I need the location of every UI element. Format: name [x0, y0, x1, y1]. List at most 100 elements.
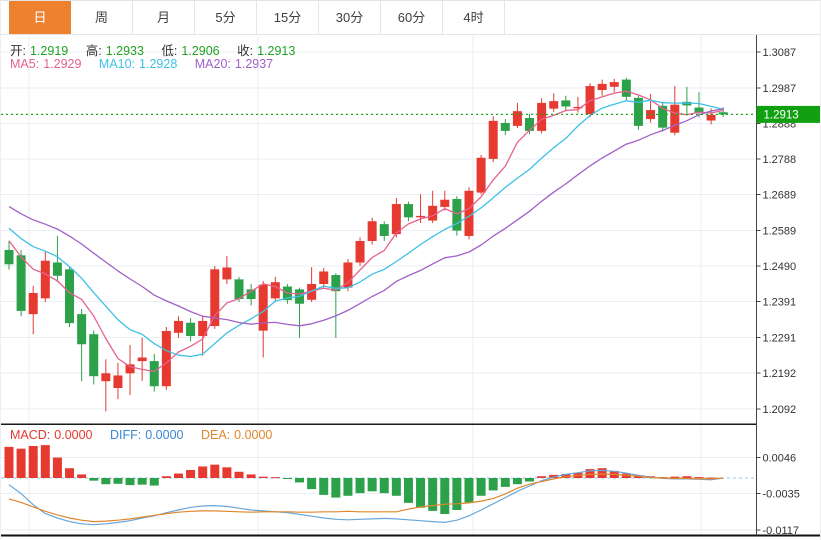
macd-bar: [549, 474, 559, 478]
macd-bar: [4, 446, 14, 478]
candle: [52, 262, 62, 276]
ma20-label: MA20:: [194, 57, 231, 71]
macd-bar: [77, 474, 87, 478]
candle: [343, 262, 353, 288]
macd-bar: [440, 478, 450, 514]
ma10-label: MA10:: [98, 57, 136, 71]
candle: [258, 284, 268, 331]
candle: [694, 107, 704, 113]
axis-tick-label: 1.2192: [763, 368, 797, 380]
candle: [331, 275, 341, 292]
macd-bar: [40, 445, 50, 478]
candle: [537, 102, 547, 131]
candle: [379, 224, 389, 236]
tab-week[interactable]: 周: [71, 1, 133, 34]
candle: [137, 357, 147, 362]
ma10-value: 1.2928: [139, 57, 178, 71]
candle: [549, 101, 559, 109]
close-value: 1.2913: [257, 44, 296, 58]
macd-bar: [319, 478, 329, 495]
candle: [416, 215, 426, 218]
diff-line: [8, 469, 724, 526]
candle: [89, 334, 99, 377]
candle: [246, 289, 256, 300]
candle: [670, 104, 680, 133]
macd-bar: [488, 478, 498, 491]
candle: [706, 114, 716, 121]
axis-tick-label: 1.2888: [763, 118, 797, 130]
axis-tick-label: 1.2987: [763, 83, 797, 95]
macd-bar: [16, 448, 26, 478]
macd-bar: [65, 468, 75, 478]
macd-bar: [222, 467, 232, 478]
macd-bar: [186, 470, 196, 478]
candle: [125, 364, 135, 374]
macd-bar: [537, 476, 547, 478]
open-label: 开:: [10, 44, 26, 58]
macd-bar: [391, 478, 401, 496]
tab-30min[interactable]: 30分: [319, 1, 381, 34]
macd-bar: [113, 478, 123, 484]
macd-bar: [670, 476, 680, 478]
tab-5min[interactable]: 5分: [195, 1, 257, 34]
ma5-line: [8, 90, 724, 373]
macd-label: MACD:: [10, 428, 51, 442]
candle: [633, 97, 643, 126]
axis-tick-label: 0.0046: [763, 453, 797, 465]
axis-tick-label: 1.2490: [763, 261, 797, 273]
open-value: 1.2919: [29, 44, 69, 58]
macd-bar: [234, 471, 244, 478]
macd-bar: [416, 478, 426, 508]
tab-4hour[interactable]: 4时: [443, 1, 505, 34]
tab-15min[interactable]: 15分: [257, 1, 319, 34]
candle: [391, 204, 401, 235]
candle: [65, 269, 75, 324]
diff-label: DIFF:: [110, 428, 142, 442]
macd-bar: [464, 478, 474, 503]
axis-tick-label: 1.2391: [763, 297, 797, 309]
candle: [28, 292, 38, 315]
candle: [621, 79, 631, 97]
candle: [718, 112, 728, 115]
axis-tick-label: 1.3087: [763, 47, 797, 59]
candle: [500, 123, 510, 131]
low-value: 1.2906: [181, 44, 220, 58]
macd-bar: [525, 478, 535, 482]
macd-bar: [258, 476, 268, 478]
axis-tick-label: 1.2291: [763, 332, 797, 344]
candle: [149, 361, 159, 387]
high-value: 1.2933: [105, 44, 144, 58]
macd-bar: [101, 478, 111, 485]
macd-bar: [295, 478, 305, 483]
macd-bar: [379, 478, 389, 494]
candle: [355, 240, 365, 263]
candle: [476, 157, 486, 193]
tab-day[interactable]: 日: [9, 1, 71, 34]
candle: [403, 204, 413, 218]
candle: [464, 190, 474, 236]
macd-bar: [331, 478, 341, 498]
candle: [101, 373, 111, 382]
tab-month[interactable]: 月: [133, 1, 195, 34]
axis-tick-label: 1.2092: [763, 404, 797, 416]
macd-bar: [682, 476, 692, 478]
ma-legend: MA5: 1.2929 MA10: 1.2928 MA20: 1.2937: [10, 57, 277, 71]
candle: [440, 199, 450, 207]
macd-bar: [173, 473, 183, 478]
candle: [4, 249, 14, 265]
candle: [561, 100, 571, 107]
macd-bar: [561, 474, 571, 478]
candle: [525, 117, 535, 131]
candle: [222, 267, 232, 280]
macd-bar: [343, 478, 353, 496]
candle: [319, 271, 329, 285]
high-label: 高:: [85, 44, 102, 58]
candle: [367, 221, 377, 241]
macd-bar: [161, 476, 171, 478]
tab-60min[interactable]: 60分: [381, 1, 443, 34]
macd-bar: [125, 478, 135, 486]
candle: [488, 120, 498, 159]
diff-value: 0.0000: [145, 428, 184, 442]
macd-bar: [403, 478, 413, 503]
